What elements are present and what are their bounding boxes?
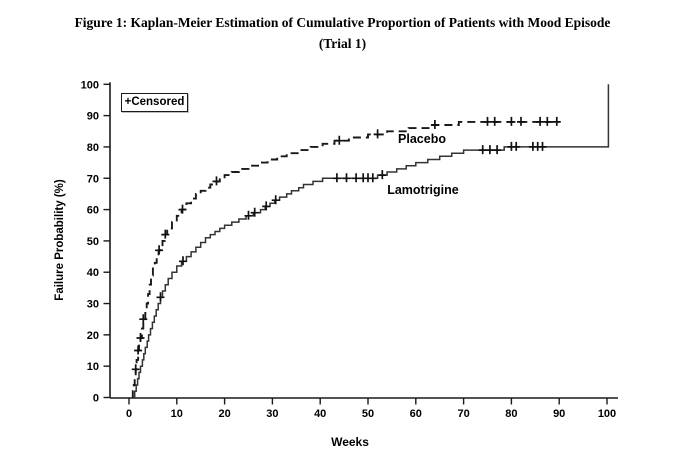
figure-title-line1: Figure 1: Kaplan-Meier Estimation of Cum… (74, 15, 611, 30)
x-tick-label: 30 (266, 408, 278, 420)
censor-marks-placebo (131, 116, 561, 374)
y-tick-label: 50 (87, 236, 99, 248)
x-tick-label: 80 (505, 408, 517, 420)
y-tick-label: 60 (87, 205, 99, 217)
series-label-lamotrigine: Lamotrigine (387, 183, 459, 197)
x-tick-label: 70 (457, 408, 469, 420)
x-tick-label: 100 (598, 408, 616, 420)
x-tick-label: 0 (126, 408, 132, 420)
y-axis-title: Failure Probability (%) (54, 179, 66, 301)
x-tick-label: 40 (314, 408, 326, 420)
y-tick-label: 100 (81, 79, 99, 91)
figure-title-line2: (Trial 1) (318, 36, 367, 51)
x-tick-label: 10 (171, 408, 183, 420)
x-tick-label: 60 (410, 408, 422, 420)
censored-legend-label: +Censored (124, 96, 185, 108)
y-tick-label: 80 (87, 142, 99, 154)
x-axis-title: Weeks (331, 435, 369, 449)
series-label-placebo: Placebo (398, 132, 446, 146)
x-tick-label: 90 (553, 408, 565, 420)
y-tick-label: 40 (87, 267, 99, 279)
figure-title: Figure 1: Kaplan-Meier Estimation of Cum… (0, 12, 685, 54)
km-curve-lamotrigine (133, 84, 610, 399)
km-curve-placebo (131, 120, 560, 399)
y-tick-label: 0 (93, 393, 99, 405)
y-tick-label: 70 (87, 173, 99, 185)
y-tick-label: 20 (87, 330, 99, 342)
censor-marks-lamotrigine (156, 141, 547, 302)
y-tick-label: 10 (87, 361, 99, 373)
x-tick-label: 50 (362, 408, 374, 420)
y-tick-label: 90 (87, 111, 99, 123)
y-tick-label: 30 (87, 299, 99, 311)
censored-legend: +Censored (121, 93, 188, 112)
x-tick-label: 20 (218, 408, 230, 420)
